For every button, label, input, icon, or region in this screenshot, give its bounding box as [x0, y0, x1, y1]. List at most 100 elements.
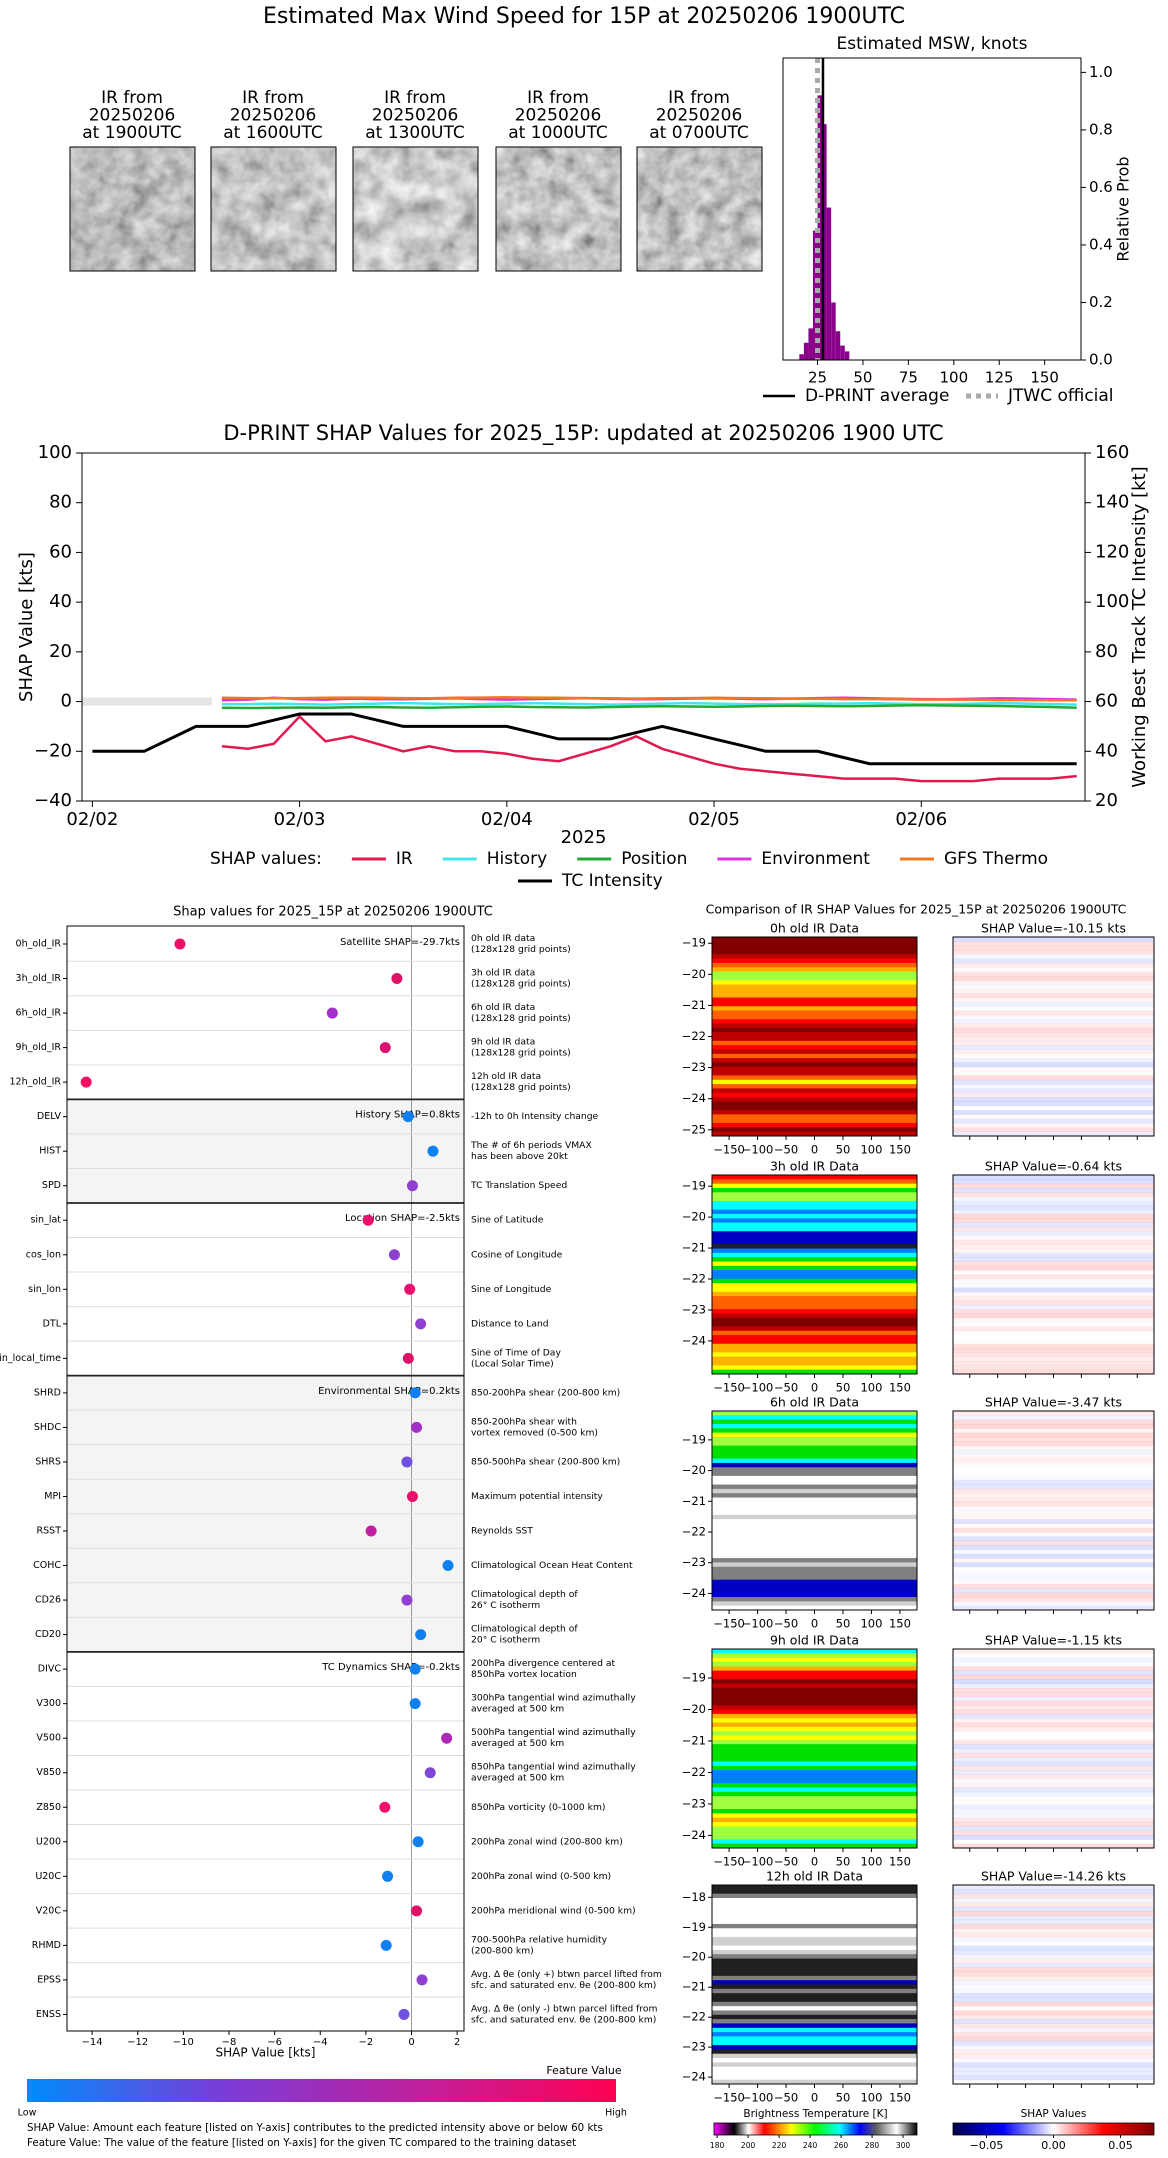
ir-band	[712, 1670, 917, 1676]
ir-band	[712, 1475, 917, 1481]
ir-band	[712, 993, 917, 999]
shap-band	[953, 1949, 1154, 1955]
shap-dot	[382, 1870, 394, 1882]
ir-band	[712, 1817, 917, 1823]
shap-band	[953, 975, 1154, 981]
ir-band	[712, 1356, 917, 1362]
shap-band	[953, 1700, 1154, 1706]
feature-description: 200hPa divergence centered at	[471, 1658, 615, 1669]
feature-description: (Local Solar Time)	[471, 1358, 554, 1369]
ir-band	[712, 1101, 917, 1107]
shap-dot	[379, 1042, 391, 1054]
ir-band	[712, 1027, 917, 1033]
ir-band	[712, 1885, 917, 1890]
ir-band	[712, 1506, 917, 1511]
shap-band	[953, 1796, 1154, 1801]
x-tick-label: −4	[313, 2037, 328, 2048]
ir-band	[712, 1467, 917, 1473]
shap-band	[953, 1601, 1154, 1606]
ir-band	[712, 2071, 917, 2076]
y-tick-label: 0.8	[1089, 120, 1113, 138]
x-tick-label: 50	[836, 1381, 851, 1395]
shap-band	[953, 2053, 1154, 2059]
ir-band	[712, 1954, 917, 1960]
feature-label: DTL	[43, 1318, 62, 1329]
ir-band	[712, 1558, 917, 1563]
shap-band	[953, 1897, 1154, 1903]
ir-band	[712, 1774, 917, 1780]
shap-band	[953, 1501, 1154, 1507]
feature-label: U200	[36, 1836, 61, 1847]
ir-band	[712, 1252, 917, 1258]
shap-band	[953, 1283, 1154, 1288]
ir-band	[712, 2058, 917, 2063]
shap-band	[953, 1783, 1154, 1788]
axes-frame	[352, 146, 479, 272]
feature-description: 200hPa meridional wind (0-500 km)	[471, 1905, 636, 1916]
shap-band	[953, 1484, 1154, 1490]
y-axis-label: SHAP Value [kts]	[16, 552, 37, 702]
y-tick-label: −22	[682, 1271, 706, 1285]
ir-band	[712, 1679, 917, 1685]
x-tick-label: 150	[889, 1855, 911, 1869]
ir-band	[712, 967, 917, 973]
colorbar-tick-label: 0.00	[1041, 2139, 1066, 2152]
shap-band	[953, 1774, 1154, 1780]
shap-band	[953, 1967, 1154, 1973]
bar	[840, 345, 845, 360]
shap-band	[953, 1804, 1154, 1810]
ir-band	[712, 1304, 917, 1310]
shap-band	[953, 1436, 1154, 1442]
shap-band	[953, 1369, 1154, 1375]
ir-band	[712, 1205, 917, 1211]
ir-band	[712, 1597, 917, 1602]
y-tick-label: −20	[34, 740, 72, 761]
ir-band	[712, 1419, 917, 1425]
shap-band	[953, 1519, 1154, 1524]
x-tick-label: 02/04	[481, 809, 533, 830]
shap-dot	[411, 1905, 423, 1917]
shap-band	[953, 1027, 1154, 1033]
legend-label: Environment	[761, 849, 870, 869]
shap-band	[953, 1679, 1154, 1685]
shap-band	[953, 1770, 1154, 1775]
ir-band	[712, 1222, 917, 1228]
shap-band	[953, 1118, 1154, 1124]
ir-band	[712, 1231, 917, 1237]
shap-band	[953, 1054, 1154, 1059]
ir-band	[712, 2032, 917, 2037]
x-tick-label: −50	[774, 1143, 798, 1157]
y-tick-label: −24	[682, 1091, 706, 1105]
bar	[808, 328, 813, 360]
shap-band	[953, 1817, 1154, 1823]
x-tick-label: 150	[889, 1143, 911, 1157]
shap-band	[953, 1666, 1154, 1672]
ir-band	[712, 1118, 917, 1124]
y-tick-label: −20	[682, 1950, 706, 1964]
y-tick-label: 1.0	[1089, 63, 1113, 81]
shap-band	[953, 1187, 1154, 1193]
ir-band	[712, 2027, 917, 2033]
ir-band	[712, 1967, 917, 1973]
shap-band	[953, 2014, 1154, 2020]
legend-label: JTWC official	[1007, 386, 1114, 406]
feature-description: Climatological Ocean Heat Content	[471, 1560, 633, 1571]
ir-band	[712, 1010, 917, 1016]
shap-band	[953, 2006, 1154, 2011]
ir-band	[712, 1497, 917, 1503]
shap-band	[953, 1532, 1154, 1537]
ir-band	[712, 1923, 917, 1929]
shap-band	[953, 1692, 1154, 1698]
shap-band	[953, 985, 1154, 990]
x-tick-label: −150	[713, 1381, 745, 1395]
axes-frame	[69, 146, 196, 272]
shap-band	[953, 1236, 1154, 1241]
x-tick-label: 50	[853, 369, 872, 387]
shap-band	[953, 1274, 1154, 1280]
y2-tick-label: 120	[1095, 541, 1129, 562]
y-tick-label: 60	[49, 541, 72, 562]
x-tick-label: 100	[939, 369, 968, 387]
y-tick-label: −23	[682, 1302, 706, 1316]
shap-band	[953, 1670, 1154, 1676]
ir-band	[712, 1339, 917, 1345]
